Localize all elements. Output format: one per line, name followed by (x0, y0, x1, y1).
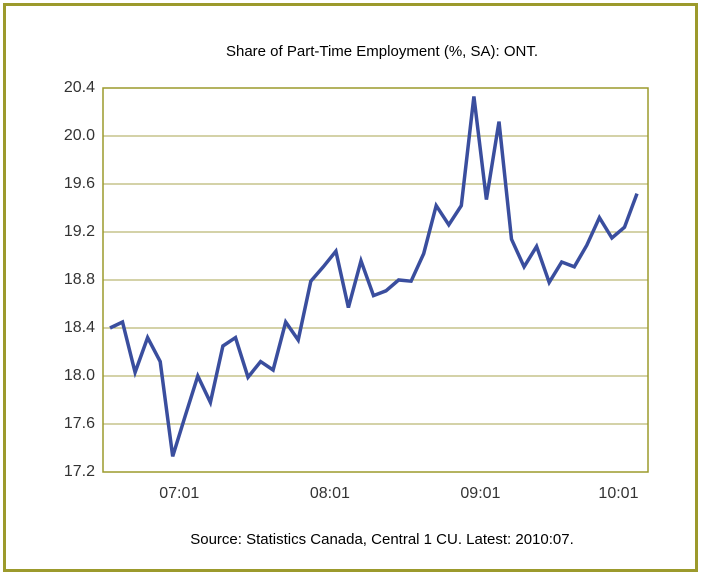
x-tick-label: 09:01 (460, 485, 500, 502)
y-tick-label: 19.2 (64, 223, 95, 240)
source-note: Source: Statistics Canada, Central 1 CU.… (190, 531, 574, 548)
data-line (109, 96, 639, 457)
y-tick-label: 20.0 (64, 127, 95, 144)
y-tick-label: 19.6 (64, 175, 95, 192)
y-tick-label: 18.0 (64, 367, 95, 384)
y-tick-label: 20.4 (64, 79, 95, 96)
x-tick-label: 10:01 (598, 485, 638, 502)
chart-title: Share of Part-Time Employment (%, SA): O… (226, 43, 538, 60)
y-tick-label: 18.4 (64, 319, 95, 336)
x-tick-label: 07:01 (159, 485, 199, 502)
plot-border (102, 87, 649, 473)
y-tick-label: 18.8 (64, 271, 95, 288)
y-tick-label: 17.2 (64, 463, 95, 480)
x-tick-label: 08:01 (310, 485, 350, 502)
y-tick-label: 17.6 (64, 415, 95, 432)
